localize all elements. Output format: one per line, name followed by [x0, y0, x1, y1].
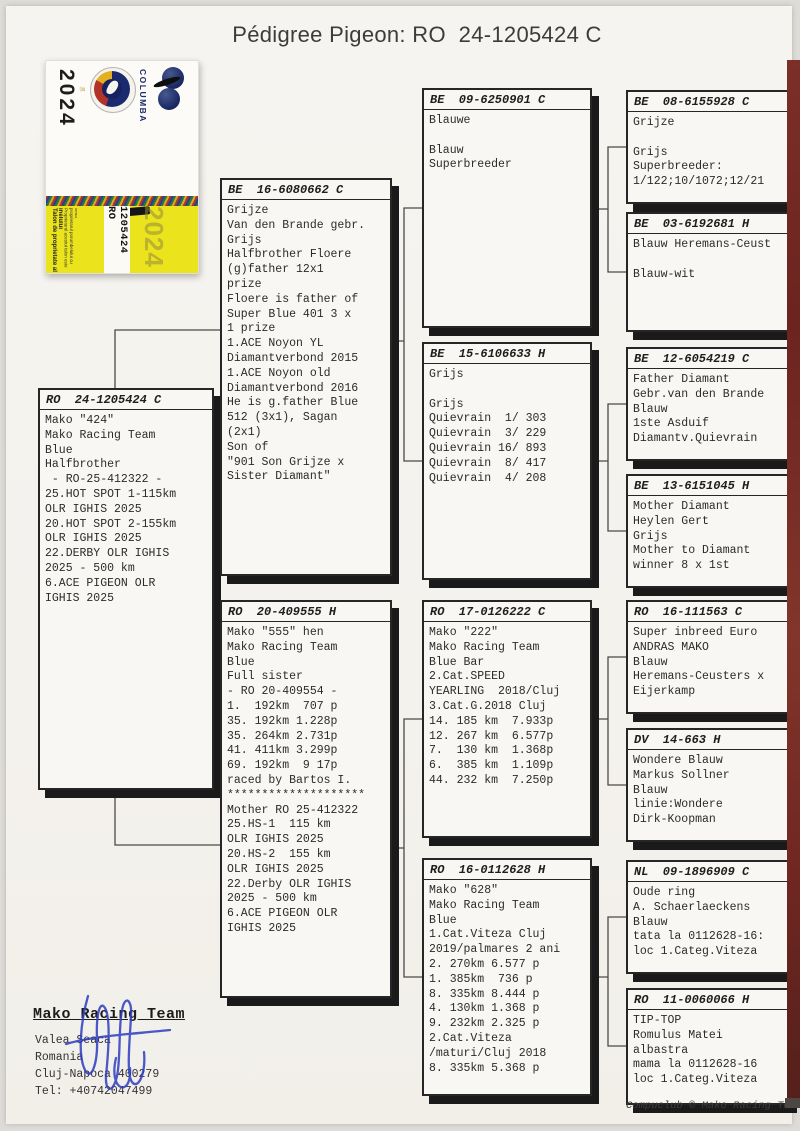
- ring-number: RO 20-409555 H: [222, 604, 390, 622]
- crown-icon: ♕: [78, 85, 90, 93]
- pedigree-box-sire-sire-sire: BE 08-6155928 C Grijze Grijs Superbreede…: [626, 90, 790, 204]
- pedigree-notes: Mako "555" hen Mako Racing Team Blue Ful…: [227, 626, 366, 935]
- ring-number: BE 09-6250901 C: [424, 92, 590, 110]
- ring-number: BE 16-6080662 C: [222, 182, 390, 200]
- pedigree-notes: Mako "222" Mako Racing Team Blue Bar 2.C…: [429, 626, 561, 787]
- columba-logo-icon: [90, 67, 136, 113]
- pedigree-box-sire-sire: BE 09-6250901 C Blauwe Blauw Superbreede…: [422, 88, 592, 328]
- handwritten-signature: [64, 994, 172, 1090]
- pedigree-box-dam-dam: RO 16-0112628 H Mako "628" Mako Racing T…: [422, 858, 592, 1096]
- pedigree-notes: Mako "424" Mako Racing Team Blue Halfbro…: [45, 414, 177, 605]
- pedigree-box-dam-sire: RO 17-0126222 C Mako "222" Mako Racing T…: [422, 600, 592, 838]
- pedigree-notes: Super inbreed Euro ANDRAS MAKO Blauw Her…: [633, 626, 765, 699]
- pedigree-box-dam-sire-sire: RO 16-111563 C Super inbreed Euro ANDRAS…: [626, 600, 790, 714]
- ring-number: BE 12-6054219 C: [628, 351, 788, 369]
- pedigree-box-sire-dam-sire: BE 12-6054219 C Father Diamant Gebr.van …: [626, 347, 790, 461]
- footer-credit: Compuclub © Mako Racing Team: [626, 1100, 798, 1112]
- ring-number: BE 03-6192681 H: [628, 216, 788, 234]
- ring-number: RO 16-0112628 H: [424, 862, 590, 880]
- pedigree-notes: TIP-TOP Romulus Matei albastra mama la 0…: [633, 1014, 758, 1087]
- pedigree-notes: Blauw Heremans-Ceust Blauw-wit: [633, 238, 772, 281]
- pedigree-box-sire-dam: BE 15-6106633 H Grijs Grijs Quievrain 1/…: [422, 342, 592, 580]
- pedigree-notes: Blauwe Blauw Superbreeder: [429, 114, 512, 172]
- ring-number: RO 24-1205424 C: [40, 392, 212, 410]
- pedigree-notes: Grijze Van den Brande gebr. Grijs Halfbr…: [227, 204, 366, 484]
- ring-number-strip: RO 1205424: [104, 206, 130, 273]
- ring-number: BE 15-6106633 H: [424, 346, 590, 364]
- scan-edge-strip: [785, 60, 800, 1108]
- stamp-year-watermark: 2024: [139, 206, 169, 268]
- ring-number: BE 13-6151045 H: [628, 478, 788, 496]
- stamp-ring-number: RO 1205424: [105, 206, 129, 254]
- federation-globe-icon: [152, 67, 188, 113]
- talon-yellow-section: Talon de proprietate al inelului Proprie…: [46, 206, 198, 273]
- talon-title: Talon de proprietate al inelului: [51, 208, 63, 272]
- pedigree-notes: Grijs Grijs Quievrain 1/ 303 Quievrain 3…: [429, 368, 547, 485]
- pedigree-box-dam: RO 20-409555 H Mako "555" hen Mako Racin…: [220, 600, 392, 998]
- ring-number: DV 14-663 H: [628, 732, 788, 750]
- pedigree-notes: Wondere Blauw Markus Sollner Blauw linie…: [633, 754, 730, 827]
- ring-number: RO 17-0126222 C: [424, 604, 590, 622]
- pedigree-notes: Grijze Grijs Superbreeder: 1/122;10/1072…: [633, 116, 765, 189]
- ring-number: RO 16-111563 C: [628, 604, 788, 622]
- ring-number: NL 09-1896909 C: [628, 864, 788, 882]
- pedigree-box-dam-sire-dam: DV 14-663 H Wondere Blauw Markus Sollner…: [626, 728, 790, 842]
- columba-label: COLUMBA: [138, 69, 148, 123]
- pedigree-box-sire: BE 16-6080662 C Grijze Van den Brande ge…: [220, 178, 392, 576]
- ring-ownership-stamp: 2024 ♕ COLUMBA Talon de proprietate al i…: [45, 60, 199, 274]
- pedigree-box-dam-dam-sire: NL 09-1896909 C Oude ring A. Schaerlaeck…: [626, 860, 790, 974]
- ring-number: BE 08-6155928 C: [628, 94, 788, 112]
- pedigree-notes: Father Diamant Gebr.van den Brande Blauw…: [633, 373, 765, 446]
- ring-number: RO 11-0060066 H: [628, 992, 788, 1010]
- stamp-zigzag-border: [46, 196, 198, 206]
- stamp-year-label: 2024: [55, 69, 78, 128]
- pedigree-box-sire-dam-dam: BE 13-6151045 H Mother Diamant Heylen Ge…: [626, 474, 790, 588]
- pedigree-notes: Mother Diamant Heylen Gert Grijs Mother …: [633, 500, 751, 573]
- page-title: Pédigree Pigeon: RO 24-1205424 C: [232, 22, 602, 47]
- pedigree-box-sire-sire-dam: BE 03-6192681 H Blauw Heremans-Ceust Bla…: [626, 212, 790, 332]
- pedigree-notes: Oude ring A. Schaerlaeckens Blauw tata l…: [633, 886, 765, 959]
- talon-text: Proprietarul acestui talon este propriet…: [63, 208, 77, 268]
- pedigree-notes: Mako "628" Mako Racing Team Blue 1.Cat.V…: [429, 884, 561, 1075]
- pedigree-box-subject: RO 24-1205424 C Mako "424" Mako Racing T…: [38, 388, 214, 790]
- pedigree-box-dam-dam-dam: RO 11-0060066 H TIP-TOP Romulus Matei al…: [626, 988, 790, 1105]
